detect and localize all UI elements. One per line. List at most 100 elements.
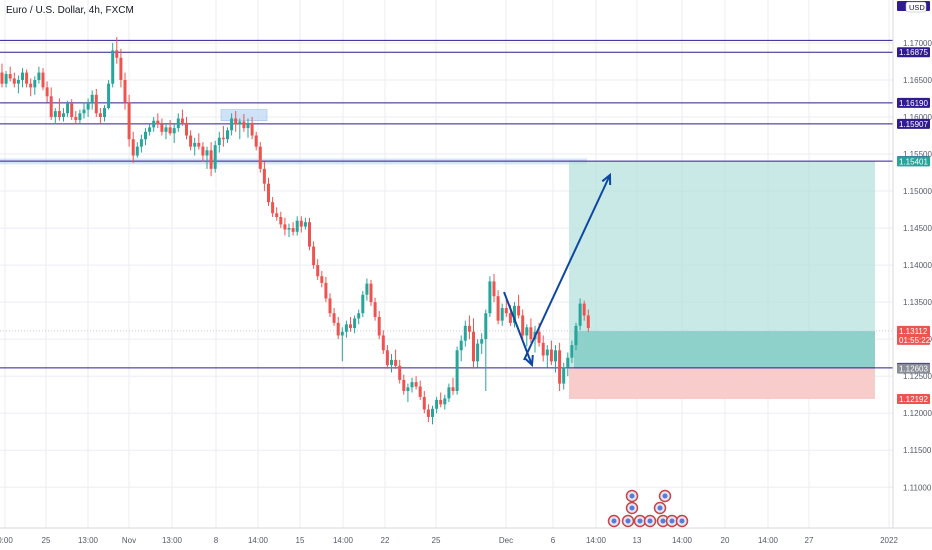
candle-body — [258, 146, 262, 169]
candle-body — [316, 265, 320, 277]
candle-body — [164, 127, 168, 132]
candle-body — [586, 315, 590, 329]
price-label-text: 1.16190 — [899, 99, 928, 108]
candle-body — [49, 96, 53, 118]
candle-body — [332, 313, 336, 323]
price-tick-label: 1.14000 — [903, 261, 932, 270]
candle-body — [74, 117, 78, 120]
price-label-text: 1.15907 — [899, 120, 928, 129]
candle-body — [148, 127, 152, 132]
time-axis-bg — [0, 528, 932, 550]
candle-body — [320, 276, 324, 283]
candle-body — [98, 113, 102, 118]
candle-body — [426, 409, 430, 417]
candle-body — [185, 122, 188, 136]
candle-body — [385, 350, 389, 366]
flag-icon — [611, 518, 617, 524]
candle-body — [111, 50, 115, 84]
price-label-box[interactable] — [897, 363, 930, 374]
candle-body — [90, 94, 94, 104]
candle-body — [361, 294, 365, 314]
price-tick-label: 1.12500 — [903, 372, 932, 381]
time-tick-label: 27 — [805, 536, 814, 545]
economic-events[interactable] — [607, 489, 689, 528]
candle-body — [66, 103, 70, 114]
candle-body — [25, 72, 29, 84]
time-tick-label: 2022 — [880, 536, 898, 545]
flag-icon — [629, 493, 635, 499]
candle-body — [21, 72, 24, 80]
candle-body — [238, 121, 242, 125]
price-label-text: 1.16875 — [899, 48, 928, 57]
price-label-box[interactable] — [897, 47, 930, 58]
up-arrow[interactable] — [523, 174, 611, 361]
candle-body — [541, 342, 545, 356]
candle-body — [463, 325, 467, 341]
candle-body — [459, 340, 463, 351]
candle-body — [41, 72, 45, 88]
candle-body — [418, 386, 422, 397]
candle-body — [53, 111, 57, 118]
price-label-box[interactable] — [897, 156, 930, 167]
time-axis[interactable]: 0:00 25 13:00 Nov 13:00 8 14:00 15 14:00 22 25 Dec 6… — [0, 527, 932, 550]
price-label-box[interactable] — [897, 393, 930, 404]
candle-body — [221, 137, 225, 140]
price-tick-label: 1.17000 — [903, 39, 932, 48]
price-label-box[interactable] — [897, 118, 930, 129]
time-tick-label: 13:00 — [78, 536, 99, 545]
price-tick-label: 1.16000 — [903, 113, 932, 122]
candle-body — [279, 216, 283, 225]
candle-body — [37, 72, 41, 80]
candle-body — [455, 350, 459, 392]
candle-body — [45, 87, 49, 97]
flag-icon — [629, 505, 635, 511]
candle-body — [271, 202, 275, 214]
flag-icon — [637, 518, 643, 524]
flag-icon — [679, 518, 685, 524]
candle-body — [324, 282, 328, 299]
candle-body — [250, 122, 254, 136]
candle-body — [139, 139, 143, 147]
currency-badge[interactable] — [905, 1, 927, 13]
drawn-arrows[interactable] — [503, 172, 612, 368]
candle-body — [180, 118, 184, 123]
long-position-tool[interactable] — [569, 161, 875, 399]
candle-body — [29, 83, 33, 88]
candle-body — [0, 72, 4, 84]
price-tick-label: 1.12000 — [903, 409, 932, 418]
price-label-box[interactable] — [897, 97, 930, 108]
stop-loss-zone[interactable] — [569, 368, 875, 399]
candle-body — [349, 324, 352, 329]
candle-body — [275, 213, 279, 217]
candle-body — [476, 343, 480, 362]
candle-body — [521, 315, 525, 336]
candle-body — [443, 398, 447, 405]
price-label-text: 1.12192 — [899, 395, 928, 404]
price-axis[interactable]: 1.17000 1.16500 1.16000 1.15500 1.15000 1.145… — [892, 0, 932, 550]
candle-body — [353, 318, 357, 329]
time-tick-label: 20 — [721, 536, 730, 545]
candle-body — [262, 168, 266, 184]
candle-body — [308, 222, 311, 247]
candle-body — [107, 83, 111, 109]
candle-body — [545, 349, 549, 356]
candle-body — [451, 387, 455, 392]
price-label-box[interactable] — [897, 325, 930, 345]
candle-body — [365, 283, 369, 295]
candle-body — [500, 308, 504, 321]
candle-body — [172, 128, 176, 134]
price-tick-label: 1.16500 — [903, 76, 932, 85]
candle-body — [246, 122, 250, 129]
time-tick-label: 13:00 — [162, 536, 183, 545]
candle-body — [529, 327, 533, 340]
candle-body — [152, 120, 156, 128]
horizontal-levels[interactable] — [0, 39, 893, 369]
candle-body — [86, 103, 90, 110]
time-tick-label: 13 — [633, 536, 642, 545]
candle-body — [160, 124, 164, 132]
candle-body — [267, 183, 270, 203]
candle-body — [336, 322, 340, 336]
candle-body — [484, 313, 488, 340]
